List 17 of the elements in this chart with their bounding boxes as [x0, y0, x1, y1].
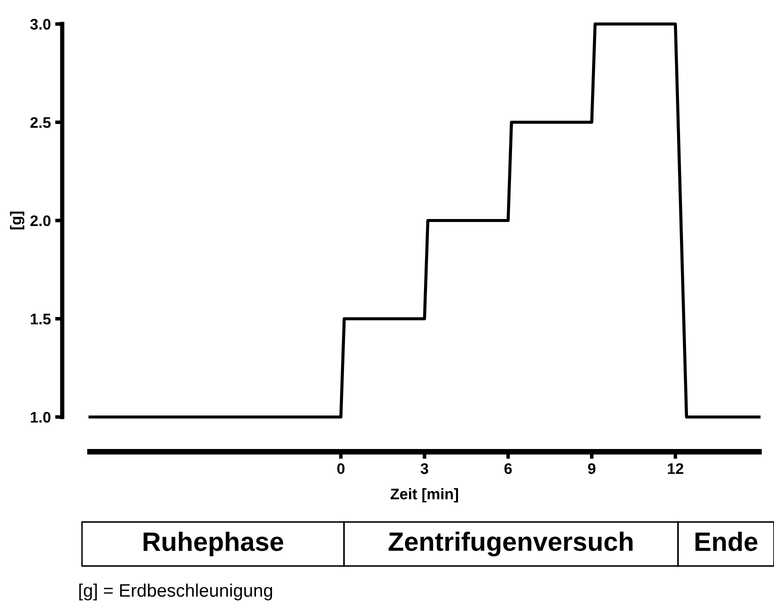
y-tick-label: 1.0	[30, 412, 50, 423]
x-tick-label: 9	[588, 463, 596, 474]
line-series	[88, 22, 761, 419]
x-tick-label: 0	[337, 463, 344, 474]
y-tick-label: 2.0	[30, 215, 50, 226]
y-tick-label: 3.0	[30, 18, 50, 30]
text: Ende	[696, 532, 758, 552]
text: Zentrifugenversuch	[388, 532, 633, 556]
text: [g] = Erdbeschleunigung	[79, 584, 272, 600]
text: Ruhephase	[144, 532, 284, 556]
y-tick-label: 2.5	[30, 117, 51, 128]
y-tick-label: 1.5	[30, 314, 51, 324]
x-tick-label: 6	[504, 463, 512, 474]
x-tick-label: 12	[668, 463, 684, 474]
x-tick-label: 3	[420, 463, 428, 474]
y-axis-title: [g]	[10, 212, 24, 230]
x-axis-title: Zeit [min]	[390, 488, 458, 502]
